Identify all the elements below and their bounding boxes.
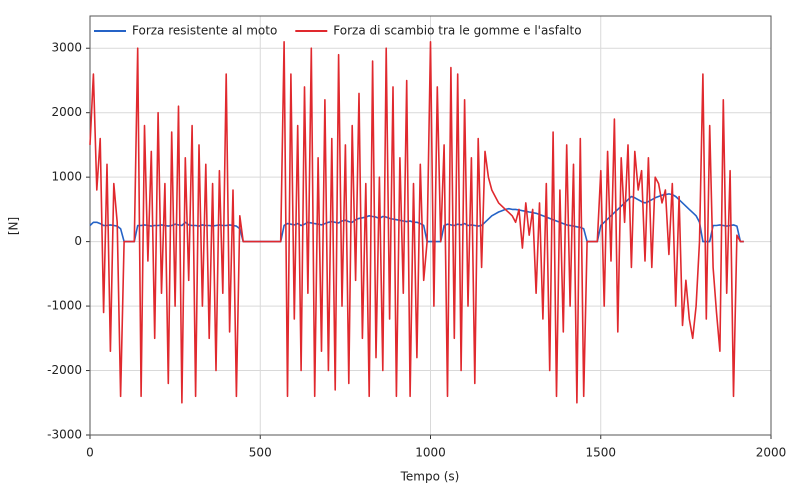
x-tick-label: 500 (249, 446, 272, 460)
y-tick-label: -2000 (47, 363, 82, 377)
y-tick-label: 0 (74, 234, 82, 248)
x-tick-label: 1500 (585, 446, 616, 460)
y-tick-label: -3000 (47, 428, 82, 442)
legend-label: Forza resistente al moto (132, 24, 277, 38)
x-tick-label: 0 (86, 446, 94, 460)
series-line (89, 40, 744, 404)
x-axis-label: Tempo (s) (400, 470, 460, 484)
legend-label: Forza di scambio tra le gomme e l'asfalt… (333, 24, 581, 38)
x-tick-label: 1000 (415, 446, 446, 460)
y-tick-label: 2000 (51, 105, 82, 119)
y-tick-label: -1000 (47, 299, 82, 313)
series-line (89, 193, 744, 243)
y-tick-label: 1000 (51, 170, 82, 184)
x-tick-label: 2000 (756, 446, 787, 460)
y-axis-label: [N] (7, 217, 21, 235)
y-tick-label: 3000 (51, 41, 82, 55)
